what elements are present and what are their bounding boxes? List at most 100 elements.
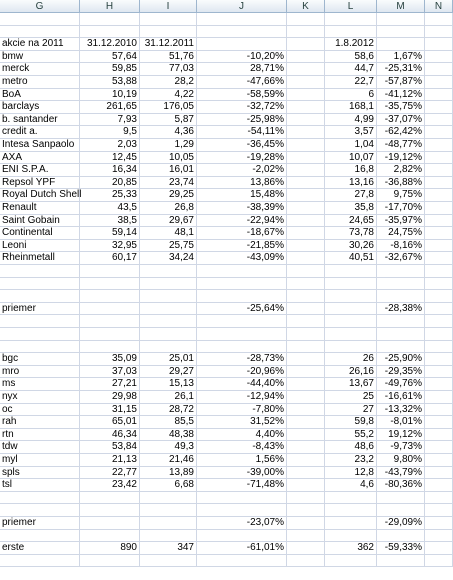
- value-cell: 362: [325, 542, 377, 555]
- value-cell: 15,48%: [197, 189, 287, 202]
- empty-cell: [197, 554, 287, 568]
- empty-cell: [287, 88, 325, 102]
- value-cell: 48,6: [325, 441, 377, 454]
- empty-cell: [425, 403, 453, 417]
- empty-cell: [0, 25, 80, 39]
- empty-cell: [425, 176, 453, 190]
- value-cell: 13,86%: [197, 176, 287, 190]
- value-cell: -2,02%: [197, 164, 287, 177]
- value-cell: 53,84: [80, 441, 140, 454]
- empty-cell: [287, 277, 325, 291]
- empty-cell: [425, 50, 453, 64]
- empty-cell: [377, 315, 425, 328]
- empty-cell: [425, 479, 453, 492]
- value-cell: 261,65: [80, 101, 140, 114]
- value-cell: -37,07%: [377, 113, 425, 127]
- empty-cell: [80, 315, 140, 328]
- value-cell: 40,51: [325, 252, 377, 265]
- value-cell: -39,00%: [197, 466, 287, 480]
- empty-cell: [325, 302, 377, 316]
- empty-cell: [80, 554, 140, 568]
- column-header: M: [377, 0, 425, 13]
- empty-cell: [287, 239, 325, 253]
- empty-cell: [377, 13, 425, 26]
- value-cell: 4,99: [325, 113, 377, 127]
- value-cell: -47,66%: [197, 76, 287, 89]
- empty-cell: [425, 252, 453, 265]
- empty-cell: [197, 529, 287, 543]
- value-cell: -35,75%: [377, 101, 425, 114]
- value-cell: 10,05: [140, 151, 197, 165]
- empty-cell: [425, 416, 453, 429]
- empty-cell: [287, 315, 325, 328]
- empty-cell: [80, 517, 140, 530]
- empty-cell: [80, 328, 140, 341]
- value-cell: 23,42: [80, 479, 140, 492]
- empty-cell: [425, 38, 453, 51]
- value-cell: 13,16: [325, 176, 377, 190]
- empty-cell: [140, 517, 197, 530]
- row-label: ms: [0, 378, 80, 391]
- value-cell: 26,8: [140, 202, 197, 215]
- value-cell: 6: [325, 88, 377, 102]
- value-cell: 12,8: [325, 466, 377, 480]
- value-cell: 28,71%: [197, 63, 287, 76]
- row-label: Renault: [0, 202, 80, 215]
- value-cell: 9,75%: [377, 189, 425, 202]
- empty-cell: [287, 517, 325, 530]
- empty-cell: [377, 554, 425, 568]
- value-cell: -28,38%: [377, 302, 425, 316]
- value-cell: 49,3: [140, 441, 197, 454]
- empty-cell: [140, 328, 197, 341]
- value-cell: 25,01: [140, 353, 197, 366]
- empty-cell: [425, 265, 453, 278]
- value-cell: 2,03: [80, 139, 140, 152]
- empty-cell: [287, 13, 325, 26]
- row-label: spls: [0, 466, 80, 480]
- value-cell: 4,40%: [197, 428, 287, 442]
- value-cell: -32,67%: [377, 252, 425, 265]
- row-label: Repsol YPF: [0, 176, 80, 190]
- empty-cell: [287, 151, 325, 165]
- empty-cell: [80, 504, 140, 517]
- row-label: tdw: [0, 441, 80, 454]
- empty-cell: [425, 290, 453, 303]
- empty-cell: [287, 504, 325, 517]
- empty-cell: [377, 504, 425, 517]
- empty-cell: [287, 38, 325, 51]
- empty-cell: [377, 328, 425, 341]
- empty-cell: [287, 529, 325, 543]
- empty-cell: [80, 13, 140, 26]
- row-label: nyx: [0, 391, 80, 404]
- value-cell: 26: [325, 353, 377, 366]
- value-cell: 168,1: [325, 101, 377, 114]
- value-cell: 23,74: [140, 176, 197, 190]
- value-cell: -41,12%: [377, 88, 425, 102]
- empty-cell: [0, 265, 80, 278]
- empty-cell: [425, 25, 453, 39]
- empty-cell: [140, 554, 197, 568]
- empty-cell: [425, 466, 453, 480]
- value-cell: 12,45: [80, 151, 140, 165]
- empty-cell: [140, 529, 197, 543]
- empty-cell: [425, 504, 453, 517]
- empty-cell: [287, 227, 325, 240]
- value-cell: 25: [325, 391, 377, 404]
- value-cell: -12,94%: [197, 391, 287, 404]
- value-cell: 4,36: [140, 126, 197, 139]
- value-cell: -36,88%: [377, 176, 425, 190]
- value-cell: -36,45%: [197, 139, 287, 152]
- empty-cell: [377, 38, 425, 51]
- empty-cell: [197, 315, 287, 328]
- row-label: Rheinmetall: [0, 252, 80, 265]
- empty-cell: [197, 328, 287, 341]
- value-cell: -29,09%: [377, 517, 425, 530]
- empty-cell: [287, 479, 325, 492]
- empty-cell: [325, 277, 377, 291]
- value-cell: 35,09: [80, 353, 140, 366]
- empty-cell: [287, 113, 325, 127]
- empty-cell: [287, 466, 325, 480]
- empty-cell: [425, 101, 453, 114]
- empty-cell: [287, 542, 325, 555]
